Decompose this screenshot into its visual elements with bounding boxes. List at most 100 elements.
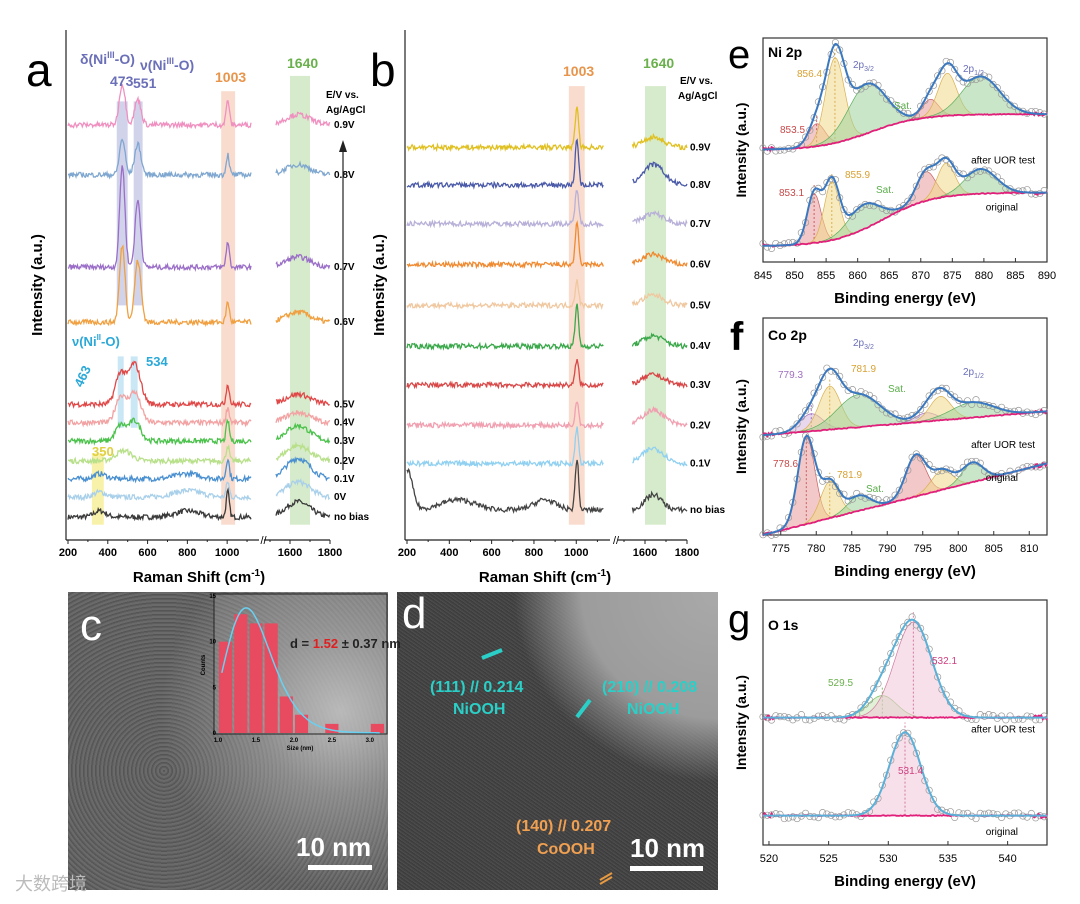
nu-ni3-label: ν(NiIII-O) <box>140 56 194 73</box>
spectrum-0.7V-seg0 <box>67 165 252 273</box>
series-label-after-UOR-test: after UOR test <box>971 440 1035 451</box>
inset-y-tick-label: 5 <box>213 685 217 691</box>
axis-break-mark: // <box>613 535 620 547</box>
x-tick-label: 530 <box>879 853 897 865</box>
data-point <box>882 206 891 215</box>
x-tick-label: 1600 <box>633 547 657 559</box>
data-point <box>925 392 933 400</box>
data-point <box>870 684 878 692</box>
x-tick-label: 1000 <box>564 547 588 559</box>
data-point <box>951 393 959 401</box>
data-point <box>802 133 810 141</box>
data-point <box>1010 716 1018 724</box>
label-2p32: 2p3/2 <box>853 60 874 73</box>
inset-y-tick-label: 0 <box>213 731 217 737</box>
data-point <box>900 109 908 117</box>
lattice-label-111: (111) // 0.214 <box>430 679 524 696</box>
spectrum-0.5V-seg1 <box>275 390 330 406</box>
spectrum-0.2V-seg0 <box>67 443 252 466</box>
x-tick-label: 520 <box>760 853 778 865</box>
background-line <box>762 408 1048 439</box>
data-point <box>989 810 997 818</box>
spectrum-0.8V-seg1 <box>632 161 688 187</box>
data-point <box>929 795 937 804</box>
watermark: 大数跨境 <box>15 874 87 894</box>
x-tick-label: 860 <box>848 270 866 282</box>
data-point <box>865 201 874 209</box>
histogram-bar <box>294 714 309 733</box>
histogram-bar <box>325 723 339 733</box>
spectrum-0.8V-seg1 <box>275 160 331 177</box>
data-point <box>814 383 822 391</box>
panel-b-annotations: 1003 1640 E/V vs. Ag/AgCl <box>563 55 718 102</box>
label-531-4: 531.4 <box>898 766 923 777</box>
data-point <box>998 813 1006 822</box>
panel-label-e: e <box>728 33 750 77</box>
trace-label-0.7V: 0.7V <box>690 219 711 230</box>
trace-label-0.5V: 0.5V <box>334 399 355 410</box>
peak-1003-label: 1003 <box>215 69 246 85</box>
x-axis-title: Binding energy (eV) <box>834 290 976 307</box>
data-point <box>895 486 903 494</box>
data-point <box>887 649 895 658</box>
data-point <box>998 90 1006 98</box>
data-point <box>904 618 912 626</box>
data-point <box>806 436 814 444</box>
data-point <box>998 178 1006 186</box>
spectrum-0.8V-seg0 <box>67 138 252 180</box>
x-tick-label: 1800 <box>675 547 699 559</box>
x-tick-label: 525 <box>819 853 837 865</box>
data-point <box>819 373 827 381</box>
data-point <box>980 712 989 720</box>
data-point <box>946 390 954 398</box>
spectrum-0.1V-seg0 <box>67 458 252 484</box>
plot-frame <box>762 317 1048 536</box>
legend-title-line2: Ag/AgCl <box>326 105 366 116</box>
highlight-band-4 <box>221 91 236 525</box>
peak-551-label: 551 <box>133 75 157 91</box>
histogram-bar <box>219 641 233 733</box>
legend-title-line2-b: Ag/AgCl <box>678 91 718 102</box>
label-853-5: 853.5 <box>780 125 805 136</box>
spectrum-0.2V-seg1 <box>631 405 688 428</box>
x-tick-label: 785 <box>843 543 861 555</box>
data-point <box>853 391 861 399</box>
data-point <box>857 704 865 712</box>
x-tick-label: 885 <box>1006 270 1024 282</box>
trace-label-0.9V: 0.9V <box>690 142 711 153</box>
label-2p12: 2p1/2 <box>963 64 984 77</box>
label-781-9b: 781.9 <box>837 470 862 481</box>
data-point <box>759 433 767 441</box>
peak-473-label: 473 <box>110 73 134 89</box>
data-point <box>776 810 784 818</box>
data-point <box>963 397 972 405</box>
inset-x-tick-label: 1.0 <box>214 738 223 744</box>
trace-label-no-bias: no bias <box>690 505 725 516</box>
y-axis-title: Intensity (a.u.) <box>733 103 749 198</box>
trace-label-0.3V: 0.3V <box>690 380 711 391</box>
label-532-1: 532.1 <box>932 656 957 667</box>
spectrum-0.3V-seg1 <box>275 422 331 445</box>
histogram-bar <box>370 723 384 733</box>
panel-d-annotations: (111) // 0.214 NiOOH (210) // 0.208 NiOO… <box>430 648 705 885</box>
label-781-9a: 781.9 <box>851 364 876 375</box>
x-tick-label: 540 <box>998 853 1016 865</box>
data-point <box>951 469 959 477</box>
data-point <box>861 700 869 708</box>
inset-y-axis-title: Counts <box>201 654 207 675</box>
panel-e-annotations: Ni 2p 2p3/2 2p1/2 856.4 853.5 Sat. 855.9… <box>768 44 984 199</box>
series-label-original: original <box>986 473 1018 484</box>
spectrum-0.4V-seg0 <box>67 389 252 428</box>
x-tick-label: 535 <box>939 853 957 865</box>
data-point <box>789 813 797 821</box>
spectrum-0.3V-seg1 <box>631 372 688 389</box>
data-point <box>810 813 818 821</box>
data-point <box>993 810 1001 818</box>
panel-label-a: a <box>26 44 52 96</box>
spectrum-no-bias-seg0 <box>67 487 252 522</box>
data-point <box>763 243 771 251</box>
background-line <box>762 191 1048 248</box>
trace-label-0.5V: 0.5V <box>690 300 711 311</box>
x-tick-label: 790 <box>878 543 896 555</box>
data-point <box>831 38 839 47</box>
